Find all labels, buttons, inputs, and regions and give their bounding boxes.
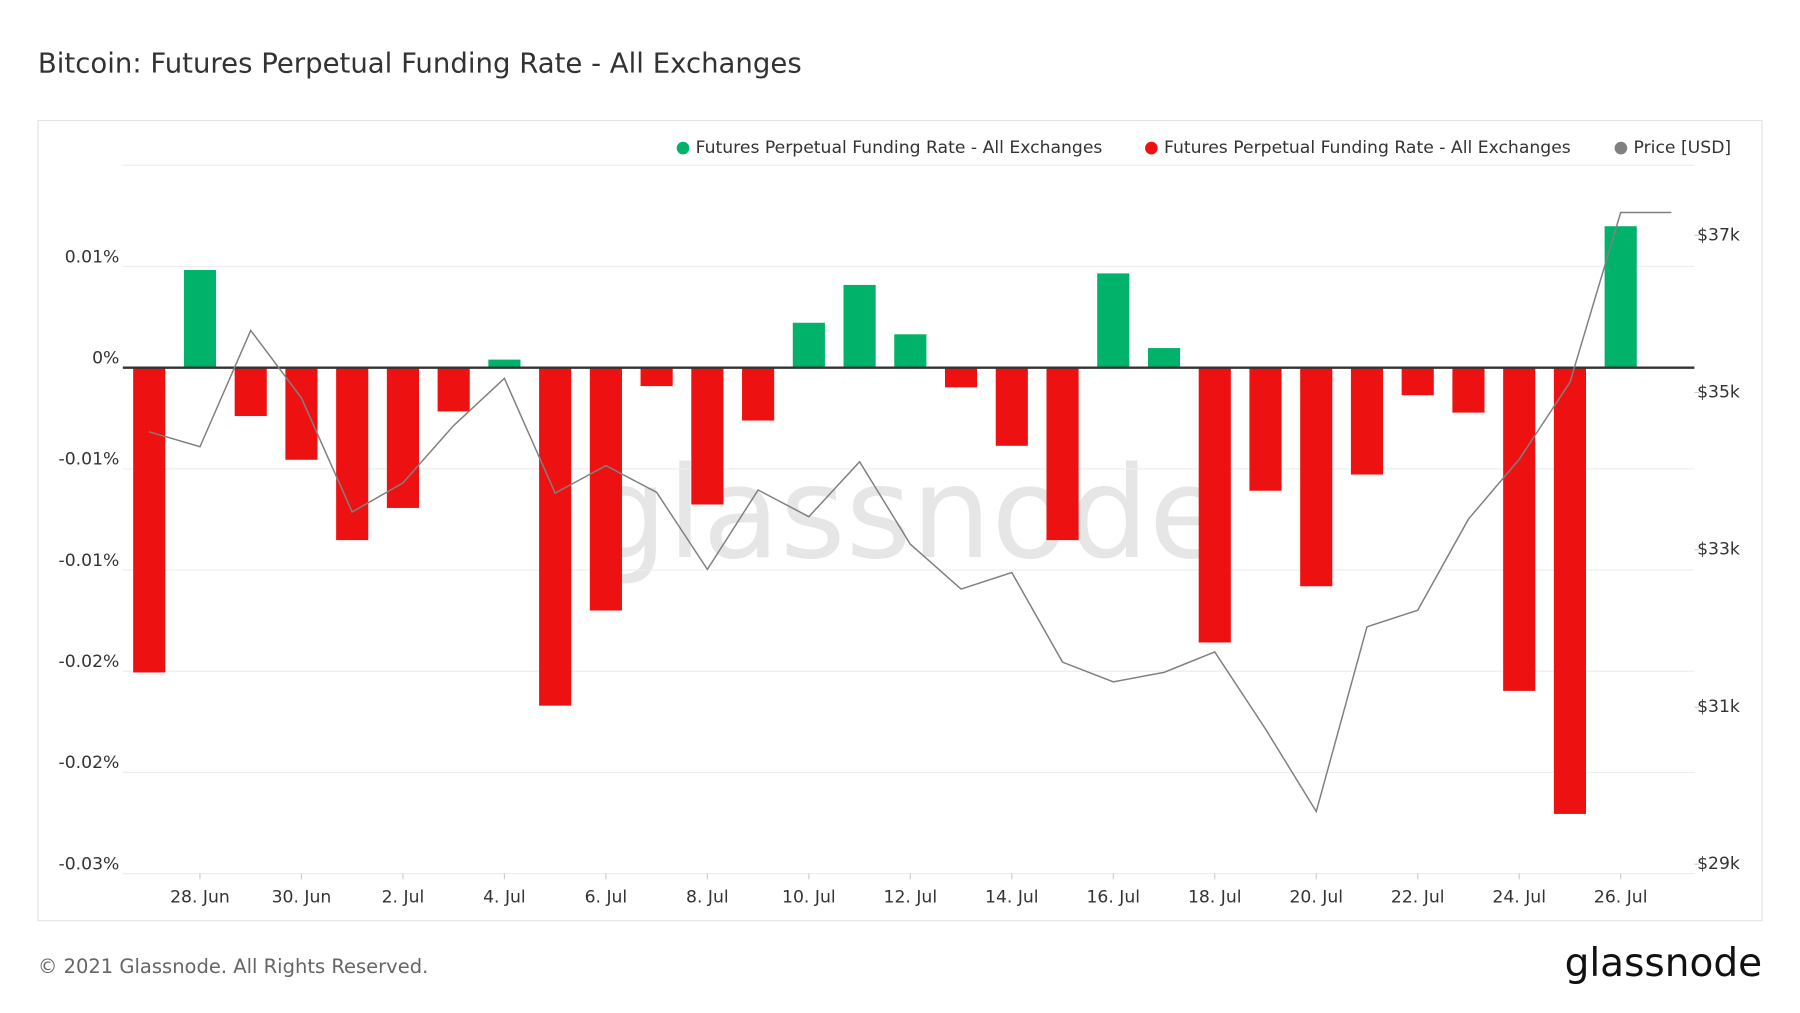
y-tick-label: -0.03% <box>59 854 120 874</box>
bar <box>336 367 369 541</box>
legend-label: Price [USD] <box>1634 138 1732 158</box>
bar <box>589 367 622 611</box>
bar <box>1097 273 1130 368</box>
bar <box>691 367 724 505</box>
bar <box>792 322 825 368</box>
y2-tick-label: $31k <box>1697 697 1740 717</box>
y-tick-label: 0% <box>92 349 119 369</box>
y-tick-label: -0.02% <box>59 652 120 672</box>
legend-label: Futures Perpetual Funding Rate - All Exc… <box>1164 138 1571 158</box>
bar <box>488 359 521 368</box>
x-tick-label: 4. Jul <box>483 888 526 908</box>
x-tick-label: 20. Jul <box>1289 888 1343 908</box>
legend-dot <box>1614 141 1628 155</box>
bar <box>1198 367 1231 643</box>
chart-title: Bitcoin: Futures Perpetual Funding Rate … <box>38 47 802 79</box>
x-tick-label: 2. Jul <box>382 888 425 908</box>
bar <box>894 334 927 368</box>
bar <box>1300 367 1333 587</box>
x-tick-label: 26. Jul <box>1594 888 1648 908</box>
y2-tick-label: $33k <box>1697 540 1740 560</box>
bar <box>539 367 572 706</box>
bar <box>945 367 978 388</box>
bar <box>437 367 470 412</box>
y-tick-label: -0.02% <box>59 753 120 773</box>
watermark: glassnode <box>587 440 1226 587</box>
legend-label: Futures Perpetual Funding Rate - All Exc… <box>696 138 1103 158</box>
y-tick-label: -0.01% <box>59 450 120 470</box>
bar <box>1401 367 1434 396</box>
y2-tick-label: $35k <box>1697 383 1740 403</box>
x-tick-label: 8. Jul <box>686 888 729 908</box>
legend-dot <box>676 141 690 155</box>
bar <box>1553 367 1587 814</box>
x-tick-label: 28. Jun <box>170 888 230 908</box>
footer: © 2021 Glassnode. All Rights Reserved. <box>38 955 428 978</box>
bar <box>1147 348 1181 368</box>
bar <box>234 367 267 417</box>
x-tick-label: 16. Jul <box>1086 888 1140 908</box>
x-tick-label: 24. Jul <box>1492 888 1546 908</box>
bar <box>742 367 775 421</box>
bar <box>386 367 420 508</box>
price-line <box>149 211 1672 814</box>
bar <box>1604 226 1637 368</box>
logo: glassnode <box>1565 941 1763 986</box>
x-tick-label: 30. Jun <box>272 888 332 908</box>
y-tick-label: 0.01% <box>65 247 120 267</box>
bar <box>1452 367 1485 413</box>
bar <box>133 367 166 673</box>
bar <box>1249 367 1282 491</box>
bar <box>995 367 1028 446</box>
x-tick-label: 22. Jul <box>1391 888 1445 908</box>
bar <box>285 367 318 460</box>
panel <box>37 119 1763 922</box>
bar <box>183 269 217 368</box>
y-tick-label: -0.01% <box>59 551 120 571</box>
x-tick-label: 14. Jul <box>985 888 1039 908</box>
bar <box>640 367 673 387</box>
bar <box>1046 367 1079 541</box>
y2-tick-label: $37k <box>1697 225 1740 245</box>
legend-dot <box>1145 141 1158 155</box>
bar <box>843 284 876 368</box>
x-tick-label: 12. Jul <box>884 888 938 908</box>
bar <box>1350 367 1384 475</box>
bar <box>1503 367 1536 691</box>
x-tick-label: 18. Jul <box>1188 888 1242 908</box>
x-tick-label: 6. Jul <box>585 888 628 908</box>
x-tick-label: 10. Jul <box>782 888 836 908</box>
y2-tick-label: $29k <box>1697 854 1740 874</box>
